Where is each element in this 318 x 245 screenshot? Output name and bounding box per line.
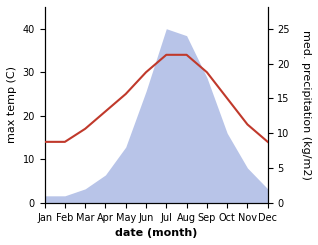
Y-axis label: max temp (C): max temp (C) [7, 66, 17, 143]
Y-axis label: med. precipitation (kg/m2): med. precipitation (kg/m2) [301, 30, 311, 180]
X-axis label: date (month): date (month) [115, 228, 197, 238]
